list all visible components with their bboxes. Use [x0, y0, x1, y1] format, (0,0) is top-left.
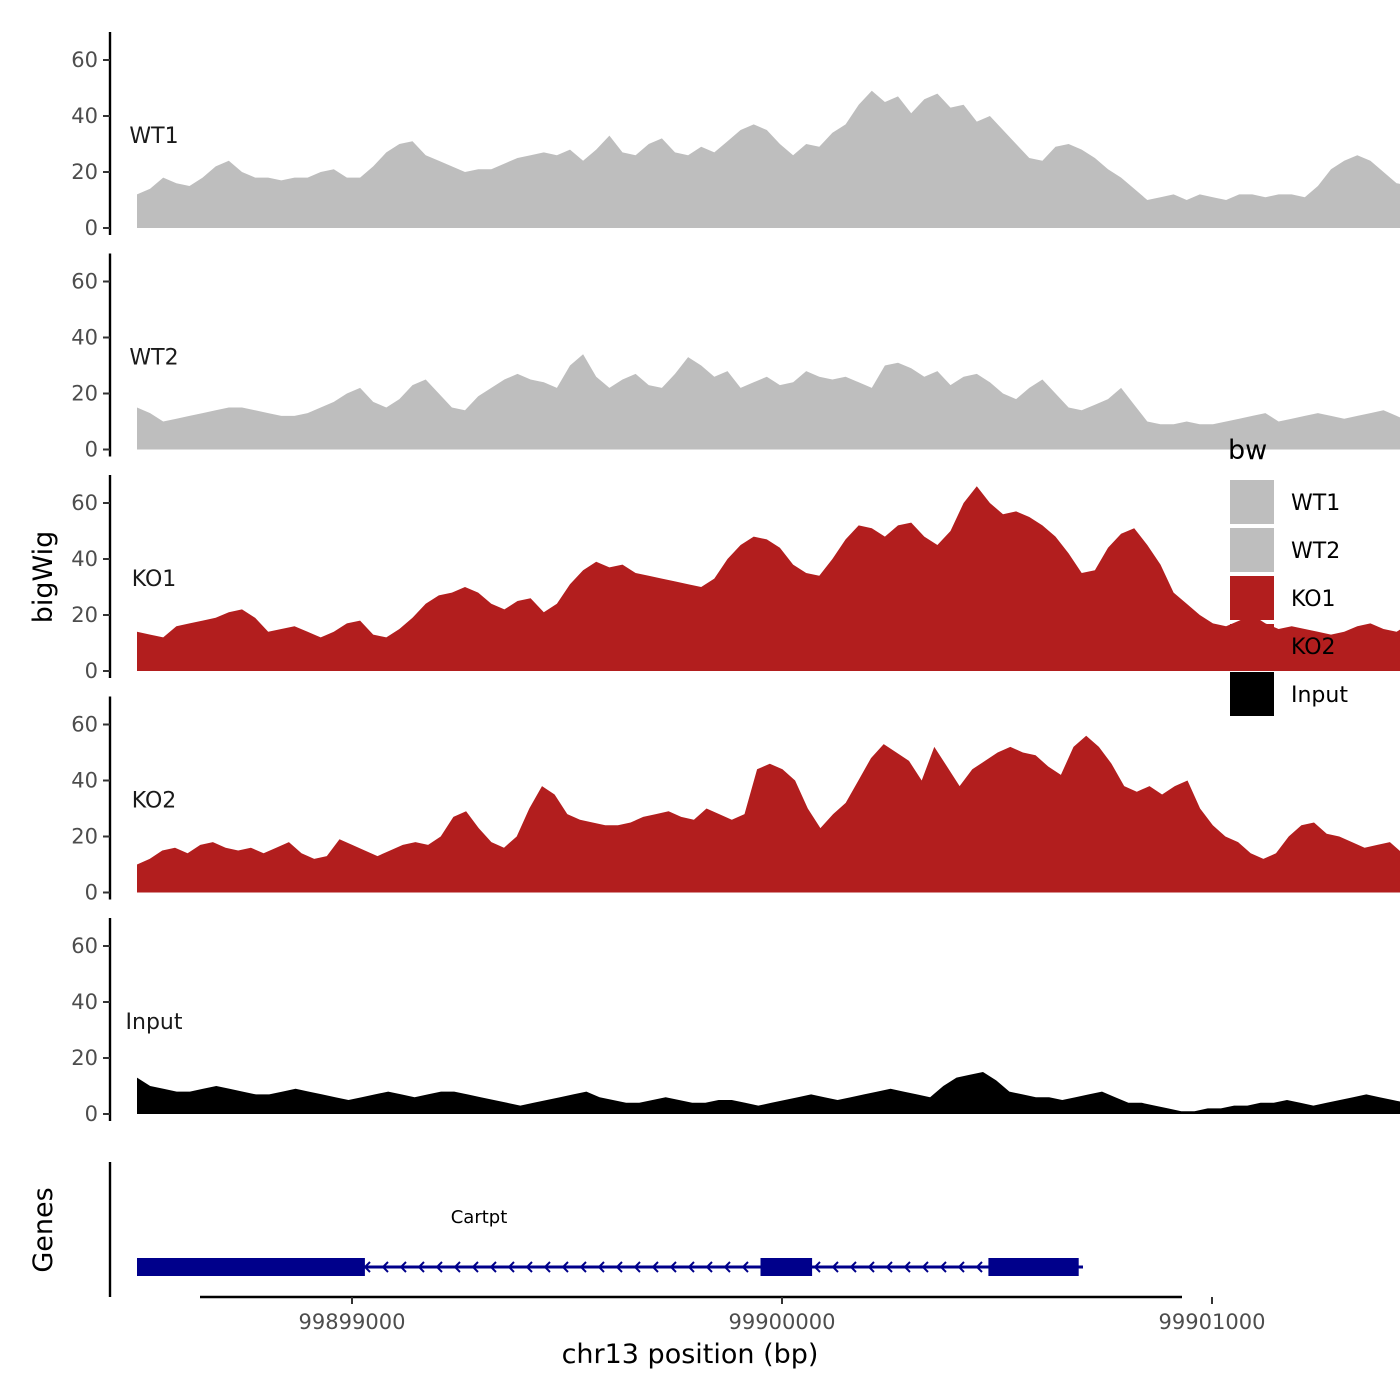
strand-arrow [417, 1261, 425, 1273]
gene-exon [760, 1258, 813, 1276]
x-tick-label: 99901000 [1159, 1310, 1266, 1334]
y-tick-label: 0 [85, 881, 98, 905]
strand-arrow [903, 1261, 911, 1273]
gene-label: Cartpt [451, 1207, 508, 1228]
legend-label-wt1: WT1 [1291, 491, 1340, 516]
signal-area-ko2 [137, 735, 1400, 893]
x-tick-label: 99899000 [299, 1310, 406, 1334]
strand-arrow [705, 1261, 713, 1273]
gene-exon [137, 1258, 365, 1276]
strand-arrow [939, 1261, 947, 1273]
strand-arrow [741, 1261, 749, 1273]
strand-arrow [399, 1261, 407, 1273]
strand-arrow [597, 1261, 605, 1273]
strand-arrow [975, 1261, 983, 1273]
y-tick-label: 20 [71, 1046, 98, 1070]
strand-arrow [723, 1261, 731, 1273]
track-wt2: 0 20 40 60 WT2 [71, 253, 1400, 462]
strand-arrow [525, 1261, 533, 1273]
strand-arrow [867, 1261, 875, 1273]
legend-swatch-wt2 [1230, 528, 1274, 572]
strand-arrow [849, 1261, 857, 1273]
y-tick-label: 0 [85, 216, 98, 240]
y-tick-label: 40 [71, 547, 98, 571]
strand-arrow [543, 1261, 551, 1273]
y-tick-label: 60 [71, 491, 98, 515]
track-label: KO1 [132, 567, 177, 592]
track-ko1: 0 20 40 60 KO1 [71, 475, 1400, 683]
y-tick-label: 40 [71, 990, 98, 1014]
track-ko2: 0 20 40 60 KO2 [71, 696, 1400, 905]
y-tick-label: 20 [71, 825, 98, 849]
y-tick-label: 60 [71, 270, 98, 294]
x-axis: 99899000999000009990100099902000 [200, 1295, 1266, 1334]
legend-title: bw [1228, 435, 1267, 466]
y-tick-label: 40 [71, 769, 98, 793]
y-tick-label: 40 [71, 326, 98, 350]
track-label: Input [126, 1010, 183, 1035]
legend-label-wt2: WT2 [1291, 539, 1340, 564]
signal-area-input [137, 1072, 1400, 1114]
strand-arrow [687, 1261, 695, 1273]
gene-exon [988, 1258, 1079, 1276]
strand-arrow [831, 1261, 839, 1273]
strand-arrow [363, 1261, 371, 1273]
track-label: KO2 [132, 789, 177, 814]
signal-area-wt1 [137, 90, 1400, 228]
x-tick-label: 99900000 [729, 1310, 836, 1334]
strand-arrow [579, 1261, 587, 1273]
strand-arrow [381, 1261, 389, 1273]
track-label: WT2 [129, 346, 178, 371]
track-wt1: 0 20 40 60 WT1 [71, 32, 1400, 240]
x-axis-title: chr13 position (bp) [562, 1339, 819, 1370]
legend-label-input: Input [1291, 683, 1348, 708]
strand-arrow [615, 1261, 623, 1273]
y-axis-title: bigWig [28, 531, 59, 624]
legend-swatch-input [1230, 672, 1274, 716]
track-label: WT1 [129, 124, 178, 149]
strand-arrow [507, 1261, 515, 1273]
legend-swatch-ko2 [1230, 624, 1274, 668]
genes-track-title: Genes [28, 1187, 59, 1272]
strand-arrow [435, 1261, 443, 1273]
y-tick-label: 60 [71, 934, 98, 958]
strand-arrow [633, 1261, 641, 1273]
y-tick-label: 60 [71, 48, 98, 72]
legend-label-ko2: KO2 [1291, 635, 1336, 660]
y-tick-label: 40 [71, 104, 98, 128]
y-tick-label: 60 [71, 713, 98, 737]
strand-arrow [957, 1261, 965, 1273]
y-tick-label: 0 [85, 1102, 98, 1126]
strand-arrow [561, 1261, 569, 1273]
genes-track: Cartpt [108, 1162, 1083, 1297]
y-tick-label: 0 [85, 438, 98, 462]
track-input: 0 20 40 60 Input [71, 918, 1400, 1126]
strand-arrow [885, 1261, 893, 1273]
strand-arrow [813, 1261, 821, 1273]
y-tick-label: 20 [71, 603, 98, 627]
signal-area-wt2 [137, 354, 1400, 450]
strand-arrow [921, 1261, 929, 1273]
legend-swatch-wt1 [1230, 480, 1274, 524]
strand-arrow [669, 1261, 677, 1273]
track-panels: 0 20 40 60 WT1 0 20 40 60 WT2 0 20 40 60 KO1 0 20 40 60 KO2… [71, 32, 1400, 1126]
y-tick-label: 20 [71, 160, 98, 184]
legend: bw WT1 WT2 KO1 KO2 Input [1228, 435, 1348, 716]
signal-area-ko1 [137, 486, 1400, 671]
legend-swatch-ko1 [1230, 576, 1274, 620]
y-tick-label: 20 [71, 382, 98, 406]
y-tick-label: 0 [85, 659, 98, 683]
legend-label-ko1: KO1 [1291, 587, 1336, 612]
strand-arrow [489, 1261, 497, 1273]
strand-arrow [471, 1261, 479, 1273]
strand-arrow [651, 1261, 659, 1273]
strand-arrow [453, 1261, 461, 1273]
